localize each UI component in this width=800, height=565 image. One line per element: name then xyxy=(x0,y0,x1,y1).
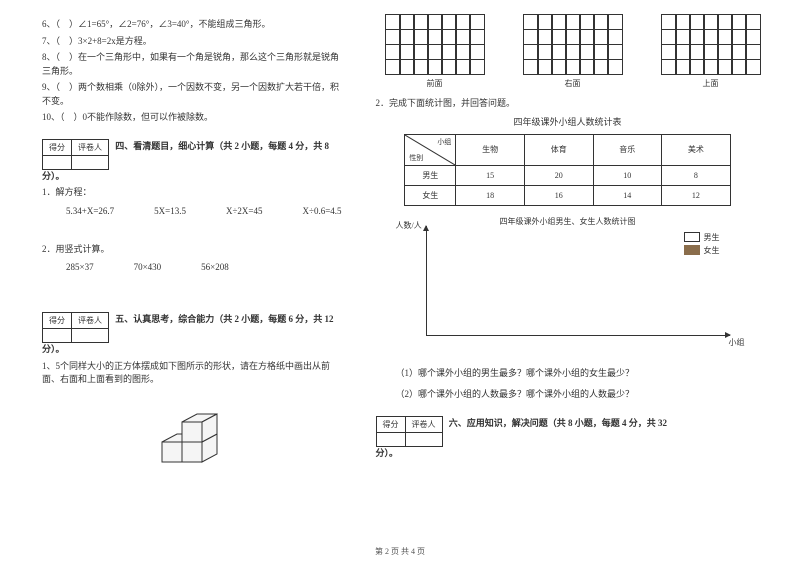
legend-item: 男生 xyxy=(684,232,720,243)
judgment-item: 7、（ ）3×2+8=2x是方程。 xyxy=(42,35,342,49)
section-4-fen: 分）。 xyxy=(42,171,65,181)
right-column: 前面右面上面 2．完成下面统计图，并回答问题。 四年级课外小组人数统计表 小组性… xyxy=(364,15,772,487)
legend-item: 女生 xyxy=(684,245,720,256)
judgment-item: 10、（ ）0不能作除数，但可以作被除数。 xyxy=(42,111,342,125)
section-6-title: 六、应用知识，解决问题（共 8 小题，每题 4 分，共 32 xyxy=(449,418,667,428)
section-5-fen: 分）。 xyxy=(42,344,65,354)
y-axis xyxy=(426,226,427,336)
stats-table: 小组性别生物体育音乐美术男生1520108女生18161412 xyxy=(404,134,730,206)
judgment-item: 6、（ ）∠1=65°，∠2=76°，∠3=40°，不能组成三角形。 xyxy=(42,18,342,32)
q4-2: 2．用竖式计算。 xyxy=(42,243,342,257)
left-column: 6、（ ）∠1=65°，∠2=76°，∠3=40°，不能组成三角形。 7、（ ）3… xyxy=(30,15,354,487)
equation: X÷2X=45 xyxy=(226,206,263,216)
x-axis xyxy=(426,335,730,336)
equation: X÷0.6=4.5 xyxy=(303,206,342,216)
q5-2-text: 2．完成下面统计图，并回答问题。 xyxy=(376,97,760,111)
section-4-title: 四、看清题目，细心计算（共 2 小题，每题 4 分，共 8 xyxy=(115,141,329,151)
judgment-item: 9、（ ）两个数相乘（0除外），一个因数不变，另一个因数扩大若干倍，积不变。 xyxy=(42,81,342,108)
equations-2: 285×37 70×430 56×208 xyxy=(66,262,342,272)
y-axis-label: 人数/人 xyxy=(396,220,422,231)
cubes-figure xyxy=(42,397,342,477)
equation: 56×208 xyxy=(201,262,229,272)
x-axis-label: 小组 xyxy=(729,337,745,348)
grid-unit: 右面 xyxy=(524,15,622,89)
stats-table-title: 四年级课外小组人数统计表 xyxy=(376,115,760,128)
grid-unit: 前面 xyxy=(386,15,484,89)
page-footer: 第 2 页 共 4 页 xyxy=(0,546,800,557)
chart-legend: 男生女生 xyxy=(684,230,720,258)
view-grids: 前面右面上面 xyxy=(386,15,760,89)
sub-question-1: （1）哪个课外小组的男生最多？哪个课外小组的女生最少？ xyxy=(396,366,760,379)
equation: 5.34+X=26.7 xyxy=(66,206,114,216)
score-box-4: 得分评卷人 xyxy=(42,139,109,170)
section-6-fen: 分）。 xyxy=(376,448,399,458)
grid-unit: 上面 xyxy=(662,15,760,89)
score-box-6: 得分评卷人 xyxy=(376,416,443,447)
q5-1-text: 1、5个同样大小的正方体摆成如下图所示的形状，请在方格纸中画出从前面、右面和上面… xyxy=(42,360,342,387)
q4-1: 1．解方程： xyxy=(42,186,342,200)
equation: 70×430 xyxy=(134,262,162,272)
score-box-5: 得分评卷人 xyxy=(42,312,109,343)
equation: 5X=13.5 xyxy=(154,206,186,216)
equations-1: 5.34+X=26.7 5X=13.5 X÷2X=45 X÷0.6=4.5 xyxy=(66,206,342,216)
bar-chart: 四年级课外小组男生、女生人数统计图 人数/人 小组 男生女生 xyxy=(396,216,740,356)
equation: 285×37 xyxy=(66,262,94,272)
sub-question-2: （2）哪个课外小组的人数最多？哪个课外小组的人数最少？ xyxy=(396,387,760,400)
section-5-title: 五、认真思考，综合能力（共 2 小题，每题 6 分，共 12 xyxy=(115,314,333,324)
chart-title: 四年级课外小组男生、女生人数统计图 xyxy=(396,216,740,227)
judgment-item: 8、（ ）在一个三角形中，如果有一个角是锐角，那么这个三角形就是锐角三角形。 xyxy=(42,51,342,78)
